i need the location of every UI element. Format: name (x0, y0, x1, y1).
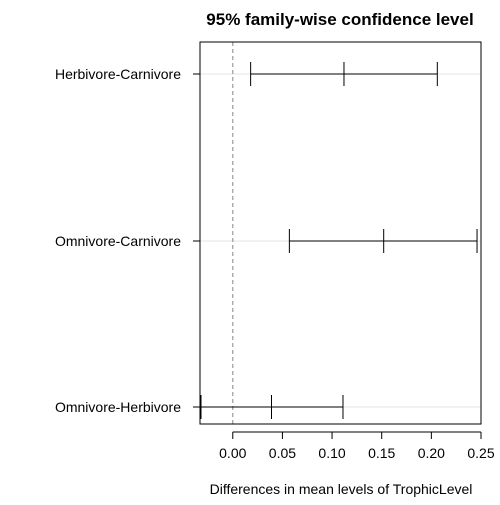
x-tick-label: 0.05 (269, 445, 296, 461)
x-tick-label: 0.10 (318, 445, 345, 461)
plot-area: Herbivore-Carnivore Omnivore-Carnivore Omn… (55, 41, 495, 461)
x-tick-label: 0.20 (418, 445, 445, 461)
y-tick-label: Herbivore-Carnivore (55, 66, 181, 82)
plot-frame (199, 41, 482, 425)
x-tick-label: 0.00 (219, 445, 246, 461)
y-tick-label: Omnivore-Carnivore (55, 233, 181, 249)
x-axis-label: Differences in mean levels of TrophicLev… (210, 481, 473, 497)
y-tick-label: Omnivore-Herbivore (55, 399, 181, 415)
chart-title: 95% family-wise confidence level (206, 10, 473, 29)
x-tick-label: 0.25 (467, 445, 494, 461)
x-tick-label: 0.15 (368, 445, 395, 461)
